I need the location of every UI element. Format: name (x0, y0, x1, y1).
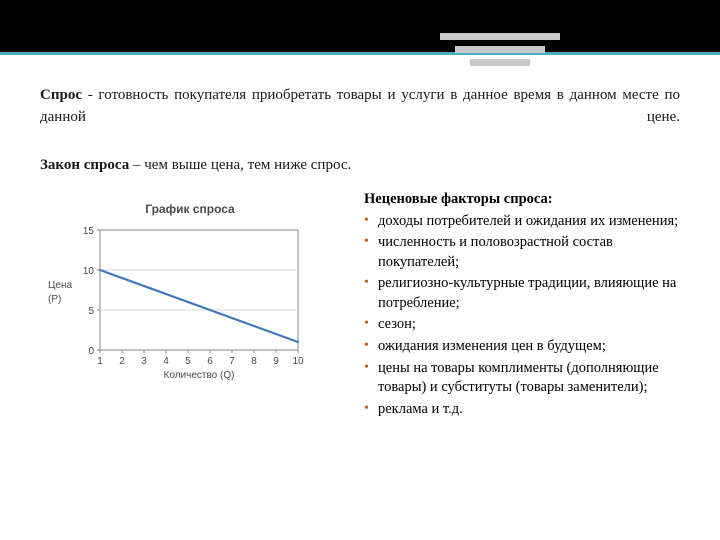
factors-list-item: сезон; (364, 315, 690, 335)
chart-title: График спроса (40, 202, 340, 216)
slide-root: Спрос - готовность покупателя приобретат… (0, 0, 720, 540)
svg-text:9: 9 (273, 356, 279, 367)
law-term: Закон спроса (40, 157, 129, 173)
svg-text:0: 0 (88, 346, 94, 357)
decorative-bar (455, 46, 545, 53)
factors-title: Неценовые факторы спроса: (364, 190, 690, 210)
two-column-area: График спроса 0 5 10 15 1 2 3 4 5 6 7 8 9 10 Количеств… (40, 190, 690, 421)
svg-text:Количество (Q): Количество (Q) (164, 370, 235, 381)
svg-text:2: 2 (119, 356, 125, 367)
law-paragraph: Закон спроса – чем выше цена, тем ниже с… (40, 155, 680, 176)
svg-text:1: 1 (97, 356, 103, 367)
decorative-bar (470, 59, 530, 66)
svg-text:6: 6 (207, 356, 213, 367)
factors-list-item: цены на товары комплименты (дополняющие … (364, 359, 690, 398)
factors-list-item: религиозно-культурные традиции, влияющие… (364, 274, 690, 313)
law-rest: – чем выше цена, тем ниже спрос. (129, 157, 351, 173)
factors-list-item: доходы потребителей и ожидания их измене… (364, 212, 690, 232)
definition-rest: - готовность покупателя приобретать това… (40, 87, 680, 125)
demand-line-chart: 0 5 10 15 1 2 3 4 5 6 7 8 9 10 Количество (Q) Цена (P) (40, 222, 310, 382)
svg-text:5: 5 (88, 306, 94, 317)
top-band (0, 0, 720, 52)
definition-paragraph: Спрос - готовность покупателя приобретат… (40, 85, 680, 129)
svg-text:10: 10 (292, 356, 304, 367)
factors-list-item: ожидания изменения цен в будущем; (364, 337, 690, 357)
factors-list-item: реклама и т.д. (364, 400, 690, 420)
decorative-bar-stack (440, 33, 560, 72)
svg-text:5: 5 (185, 356, 191, 367)
svg-text:4: 4 (163, 356, 169, 367)
factors-list-item: численность и половозрастной состав поку… (364, 233, 690, 272)
svg-text:8: 8 (251, 356, 257, 367)
svg-text:15: 15 (83, 226, 95, 237)
decorative-bar (440, 33, 560, 40)
svg-text:(P): (P) (48, 294, 61, 305)
teal-rule (0, 52, 720, 55)
chart-column: График спроса 0 5 10 15 1 2 3 4 5 6 7 8 9 10 Количеств… (40, 190, 340, 387)
factors-column: Неценовые факторы спроса: доходы потреби… (340, 190, 690, 421)
svg-text:7: 7 (229, 356, 235, 367)
svg-text:Цена: Цена (48, 280, 72, 291)
body-text-block: Спрос - готовность покупателя приобретат… (40, 70, 680, 191)
svg-text:10: 10 (83, 266, 95, 277)
definition-term: Спрос (40, 87, 82, 103)
factors-list: доходы потребителей и ожидания их измене… (364, 212, 690, 420)
svg-text:3: 3 (141, 356, 147, 367)
